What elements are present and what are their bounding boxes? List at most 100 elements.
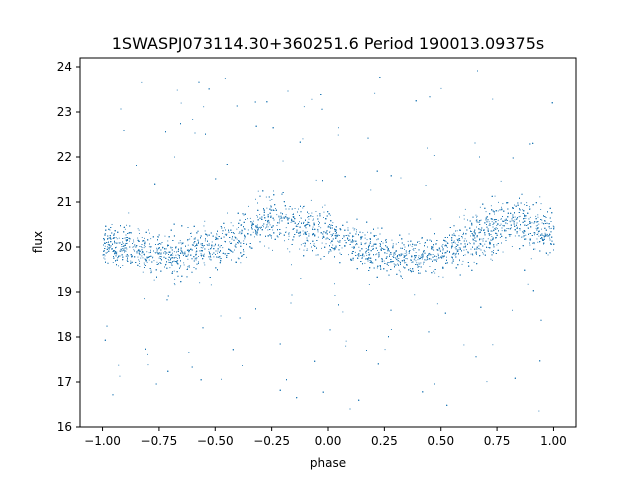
- data-point: [160, 252, 162, 254]
- data-point: [476, 216, 477, 218]
- data-point: [320, 227, 322, 229]
- data-point: [105, 233, 106, 235]
- data-point: [533, 243, 535, 245]
- data-point: [415, 257, 417, 258]
- data-point: [498, 201, 499, 203]
- data-point: [308, 218, 310, 220]
- data-point: [312, 226, 314, 228]
- data-point: [540, 203, 542, 205]
- data-point: [367, 231, 368, 233]
- data-point: [279, 220, 281, 222]
- data-point: [361, 256, 363, 258]
- data-point: [488, 224, 490, 226]
- data-point: [204, 230, 206, 232]
- data-point: [395, 259, 397, 261]
- data-point: [220, 250, 221, 252]
- data-point: [187, 258, 189, 260]
- data-point: [479, 248, 481, 250]
- data-point: [142, 271, 144, 273]
- data-point: [358, 246, 360, 248]
- data-point: [317, 236, 319, 238]
- data-point: [442, 244, 444, 245]
- data-point: [254, 236, 255, 238]
- data-point: [402, 278, 403, 279]
- data-point: [133, 239, 134, 241]
- data-point: [352, 227, 354, 229]
- data-point: [240, 233, 242, 235]
- data-point: [175, 254, 177, 256]
- data-point: [409, 252, 410, 254]
- data-point: [550, 227, 552, 229]
- data-point: [275, 208, 276, 209]
- data-point: [464, 208, 466, 210]
- data-point: [470, 253, 472, 255]
- data-point: [348, 254, 349, 256]
- data-point: [451, 244, 453, 246]
- data-point: [318, 225, 320, 227]
- data-point: [446, 242, 448, 244]
- data-point: [188, 265, 190, 266]
- data-point: [210, 284, 212, 286]
- data-point: [488, 221, 490, 223]
- data-point: [475, 252, 477, 254]
- data-point: [149, 232, 150, 234]
- data-point: [452, 259, 454, 261]
- data-point: [423, 263, 424, 265]
- data-point: [362, 232, 364, 234]
- data-point: [418, 262, 420, 264]
- data-point: [323, 217, 324, 218]
- data-point: [146, 251, 148, 253]
- data-point: [160, 258, 162, 260]
- data-point: [125, 239, 127, 241]
- data-point: [398, 258, 400, 259]
- data-point: [315, 211, 317, 212]
- data-point: [224, 233, 226, 235]
- data-point: [425, 270, 427, 272]
- data-point: [433, 249, 435, 251]
- data-point: [505, 230, 507, 232]
- data-point: [268, 219, 269, 221]
- data-point: [468, 242, 470, 244]
- data-point: [147, 364, 149, 366]
- data-point: [221, 378, 222, 380]
- data-point: [484, 251, 486, 253]
- data-point: [368, 254, 369, 256]
- data-point: [382, 242, 384, 244]
- data-point: [492, 98, 494, 100]
- data-point: [153, 260, 155, 262]
- data-point: [336, 235, 338, 237]
- data-point: [412, 249, 414, 250]
- data-point: [457, 241, 459, 243]
- data-point: [474, 240, 476, 241]
- data-point: [490, 258, 492, 260]
- data-point: [472, 254, 474, 256]
- data-point: [167, 259, 169, 260]
- data-point: [308, 213, 310, 215]
- data-point: [181, 243, 183, 245]
- data-point: [354, 228, 356, 230]
- data-point: [413, 259, 415, 261]
- data-point: [268, 247, 270, 249]
- data-point: [519, 209, 521, 210]
- data-point: [545, 235, 546, 237]
- data-point: [459, 259, 460, 261]
- data-point: [234, 233, 235, 235]
- data-point: [109, 229, 111, 231]
- data-point: [400, 276, 402, 278]
- data-point: [218, 244, 220, 246]
- data-point: [104, 245, 106, 247]
- data-point: [440, 87, 442, 89]
- data-point: [491, 238, 493, 240]
- data-point: [124, 250, 126, 252]
- data-point: [334, 235, 336, 237]
- data-point: [541, 219, 543, 221]
- data-point: [537, 241, 539, 243]
- data-point: [241, 224, 243, 226]
- data-point: [142, 257, 144, 259]
- data-point: [300, 234, 301, 236]
- data-point: [187, 254, 189, 256]
- data-point: [445, 241, 447, 243]
- data-point: [128, 255, 129, 257]
- data-point: [184, 251, 186, 253]
